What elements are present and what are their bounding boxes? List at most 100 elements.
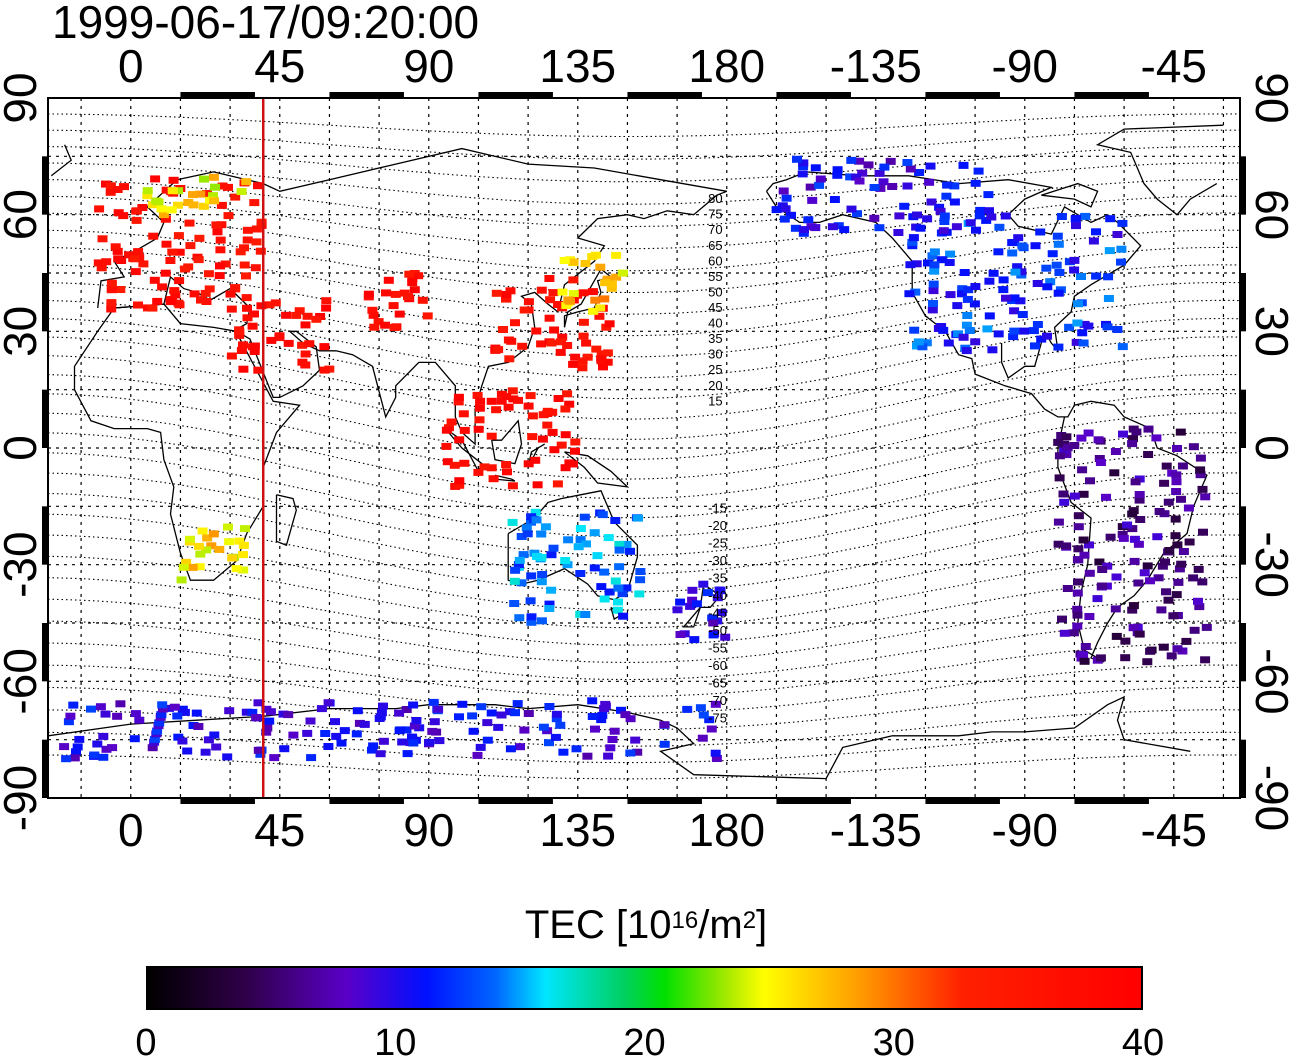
tec-cell	[915, 224, 926, 232]
tec-cell	[596, 350, 607, 358]
tec-cell	[625, 547, 635, 555]
tec-cell	[971, 226, 981, 234]
tec-cell	[401, 706, 412, 713]
tec-cell	[994, 223, 1005, 231]
left-lat-label: -60	[0, 648, 46, 714]
tec-cell	[603, 534, 614, 542]
tec-cell	[236, 188, 247, 195]
tec-cell	[570, 438, 581, 446]
tec-cell	[588, 307, 599, 315]
tec-cell	[157, 701, 168, 709]
tec-cell	[604, 588, 615, 596]
tec-cell	[203, 270, 214, 278]
tec-cell	[1053, 343, 1064, 351]
tec-cell	[568, 290, 579, 298]
tec-cell	[635, 576, 646, 584]
tec-cell	[1112, 231, 1123, 238]
tec-cell	[523, 298, 534, 306]
tec-cell	[1084, 541, 1094, 549]
tec-cell	[625, 749, 636, 757]
tec-cell	[1171, 471, 1182, 479]
tec-cell	[1201, 623, 1212, 631]
tec-cell	[984, 277, 995, 285]
tec-cell	[879, 163, 890, 171]
tec-cell	[1072, 319, 1083, 327]
tec-cell	[672, 606, 683, 614]
tec-cell	[209, 197, 220, 205]
tec-cell	[578, 289, 589, 297]
tec-cell	[195, 550, 206, 558]
tec-cell	[249, 342, 260, 350]
tec-cell	[242, 236, 253, 244]
tec-cell	[311, 315, 322, 323]
tec-cell	[331, 732, 342, 740]
tec-cell	[526, 618, 537, 626]
tec-cell	[409, 286, 420, 294]
tec-cell	[264, 717, 275, 725]
tec-cell	[1134, 491, 1145, 498]
contour-line	[48, 113, 1240, 138]
tec-cell	[778, 187, 789, 195]
top-lon-label: 45	[254, 40, 305, 92]
tec-cell	[617, 269, 628, 277]
tec-cell	[710, 700, 721, 708]
tec-cell	[874, 224, 885, 232]
tec-cell	[939, 218, 950, 225]
tec-cell	[587, 288, 598, 296]
tec-cell	[59, 743, 70, 751]
tec-cell	[519, 306, 530, 314]
tec-cell	[708, 619, 719, 627]
contour-label: 55	[708, 269, 722, 284]
tec-cell	[1079, 551, 1090, 559]
tec-cell	[449, 461, 460, 469]
tec-cell	[101, 745, 112, 753]
coastline	[50, 124, 1224, 216]
tec-cell	[1070, 214, 1081, 222]
tec-cell	[1161, 462, 1172, 470]
tec-cell	[378, 702, 388, 710]
tec-cell	[509, 577, 520, 585]
tec-cell	[1172, 445, 1182, 452]
tec-cell	[319, 366, 330, 374]
tec-cell	[1145, 647, 1156, 655]
border-bar	[1240, 389, 1246, 448]
tec-cell	[575, 525, 586, 532]
tec-cell	[581, 540, 591, 548]
tec-cell	[857, 169, 868, 177]
tec-cell	[962, 295, 973, 303]
right-lat-label: -30	[1246, 531, 1292, 597]
tec-cell	[496, 397, 507, 405]
tec-cell	[605, 744, 616, 752]
contour-line	[48, 731, 1240, 764]
tec-cell	[89, 751, 100, 759]
tec-cell	[514, 614, 525, 622]
border-bar	[42, 739, 48, 798]
tec-cell	[845, 173, 856, 181]
tec-cell	[911, 260, 922, 268]
tec-cell	[454, 436, 465, 444]
tec-cell	[390, 290, 401, 298]
tec-cell	[527, 412, 538, 420]
tec-cell	[241, 294, 252, 302]
tec-cell	[302, 312, 313, 320]
tec-cell	[106, 299, 117, 307]
tec-cell	[963, 286, 974, 294]
tec-cell	[1068, 629, 1079, 637]
tec-cell	[242, 304, 252, 312]
tec-cell	[1154, 508, 1165, 515]
tec-cell	[105, 182, 116, 190]
tec-cell	[711, 755, 722, 762]
tec-cell	[397, 738, 408, 746]
tec-cell	[178, 563, 189, 571]
tec-cell	[168, 176, 179, 184]
tec-cell	[974, 212, 985, 220]
tec-cell	[253, 746, 264, 754]
contour-label: -35	[708, 570, 727, 585]
tec-cell	[319, 343, 330, 351]
tec-cell	[133, 248, 144, 256]
tec-cell	[226, 305, 237, 313]
tec-cell	[984, 207, 994, 215]
contour-line	[48, 162, 1240, 205]
contour-label: 25	[708, 362, 722, 377]
tec-cell	[632, 748, 643, 756]
